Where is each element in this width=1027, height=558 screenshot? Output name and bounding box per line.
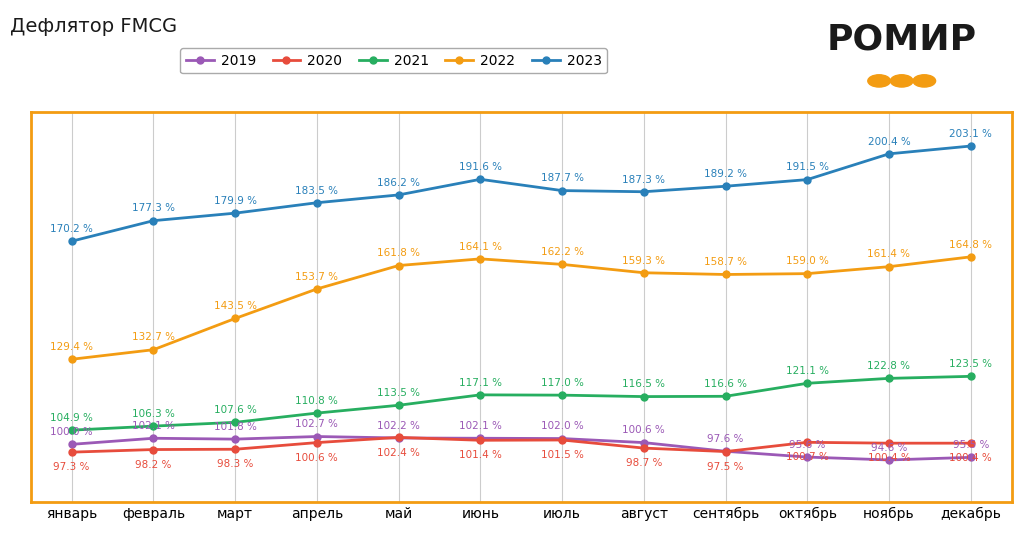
Text: 94.6 %: 94.6 % bbox=[871, 442, 907, 453]
Text: 101.8 %: 101.8 % bbox=[214, 422, 257, 432]
Text: 101.4 %: 101.4 % bbox=[459, 450, 502, 460]
Text: 98.3 %: 98.3 % bbox=[217, 459, 254, 469]
Text: 97.5 %: 97.5 % bbox=[708, 461, 744, 472]
Text: 110.8 %: 110.8 % bbox=[296, 396, 338, 406]
Text: 153.7 %: 153.7 % bbox=[296, 272, 338, 282]
Text: 102.1 %: 102.1 % bbox=[132, 421, 175, 431]
Text: 116.5 %: 116.5 % bbox=[622, 379, 665, 389]
Text: 170.2 %: 170.2 % bbox=[50, 224, 93, 234]
Text: 100.4 %: 100.4 % bbox=[949, 453, 992, 463]
Text: 97.6 %: 97.6 % bbox=[708, 434, 744, 444]
Text: 187.3 %: 187.3 % bbox=[622, 175, 665, 185]
Text: 107.6 %: 107.6 % bbox=[214, 405, 257, 415]
Text: 117.1 %: 117.1 % bbox=[459, 378, 502, 388]
Text: 106.3 %: 106.3 % bbox=[132, 409, 175, 419]
Text: 187.7 %: 187.7 % bbox=[540, 174, 583, 184]
Text: 162.2 %: 162.2 % bbox=[540, 247, 583, 257]
Text: 113.5 %: 113.5 % bbox=[377, 388, 420, 398]
Text: 95.6 %: 95.6 % bbox=[789, 440, 826, 450]
Text: 95.5 %: 95.5 % bbox=[952, 440, 989, 450]
Text: 102.2 %: 102.2 % bbox=[377, 421, 420, 431]
Text: 143.5 %: 143.5 % bbox=[214, 301, 257, 311]
Text: 97.3 %: 97.3 % bbox=[53, 462, 90, 472]
Text: 102.4 %: 102.4 % bbox=[377, 448, 420, 458]
Text: 177.3 %: 177.3 % bbox=[131, 204, 175, 214]
Text: 102.0 %: 102.0 % bbox=[540, 421, 583, 431]
Text: 122.8 %: 122.8 % bbox=[868, 361, 911, 371]
Text: 102.1 %: 102.1 % bbox=[459, 421, 502, 431]
Text: 98.2 %: 98.2 % bbox=[136, 460, 172, 470]
Text: 123.5 %: 123.5 % bbox=[949, 359, 992, 369]
Text: 100.7 %: 100.7 % bbox=[786, 453, 829, 463]
Text: 203.1 %: 203.1 % bbox=[949, 129, 992, 139]
Text: 101.5 %: 101.5 % bbox=[540, 450, 583, 460]
Text: 102.7 %: 102.7 % bbox=[296, 419, 338, 429]
Text: 189.2 %: 189.2 % bbox=[705, 169, 747, 179]
Text: 129.4 %: 129.4 % bbox=[50, 342, 93, 352]
Text: 98.7 %: 98.7 % bbox=[625, 458, 662, 468]
Text: 100.6 %: 100.6 % bbox=[296, 453, 338, 463]
Text: 200.4 %: 200.4 % bbox=[868, 137, 910, 147]
Text: 161.8 %: 161.8 % bbox=[377, 248, 420, 258]
Text: 161.4 %: 161.4 % bbox=[868, 249, 911, 259]
Text: 191.6 %: 191.6 % bbox=[459, 162, 502, 172]
Text: 100.4 %: 100.4 % bbox=[868, 453, 910, 463]
Text: 164.8 %: 164.8 % bbox=[949, 239, 992, 249]
Text: 159.3 %: 159.3 % bbox=[622, 256, 665, 266]
Text: 100.0 %: 100.0 % bbox=[50, 427, 93, 437]
Text: 121.1 %: 121.1 % bbox=[786, 366, 829, 376]
Text: 158.7 %: 158.7 % bbox=[705, 257, 747, 267]
Text: 116.6 %: 116.6 % bbox=[705, 379, 747, 389]
Text: 100.6 %: 100.6 % bbox=[622, 425, 665, 435]
Text: 132.7 %: 132.7 % bbox=[131, 333, 175, 343]
Text: 164.1 %: 164.1 % bbox=[459, 242, 502, 252]
Text: 159.0 %: 159.0 % bbox=[786, 256, 829, 266]
Text: 183.5 %: 183.5 % bbox=[296, 185, 338, 195]
Text: Дефлятор FMCG: Дефлятор FMCG bbox=[10, 17, 178, 36]
Legend: 2019, 2020, 2021, 2022, 2023: 2019, 2020, 2021, 2022, 2023 bbox=[181, 48, 607, 73]
Text: 117.0 %: 117.0 % bbox=[540, 378, 583, 388]
Text: 179.9 %: 179.9 % bbox=[214, 196, 257, 206]
Text: 191.5 %: 191.5 % bbox=[786, 162, 829, 172]
Text: РОМИР: РОМИР bbox=[827, 22, 977, 56]
Text: 104.9 %: 104.9 % bbox=[50, 413, 93, 423]
Text: 186.2 %: 186.2 % bbox=[377, 177, 420, 187]
